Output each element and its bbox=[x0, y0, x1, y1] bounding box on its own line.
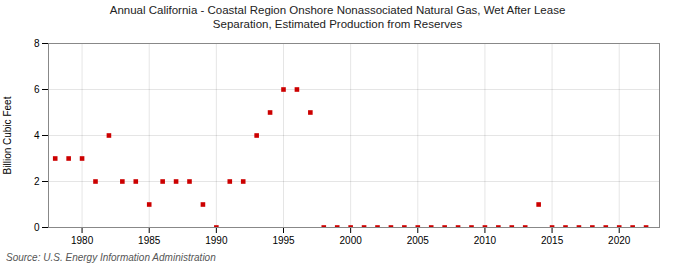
svg-text:0: 0 bbox=[34, 222, 40, 233]
svg-text:1980: 1980 bbox=[71, 235, 94, 246]
svg-text:4: 4 bbox=[34, 130, 40, 141]
svg-text:1990: 1990 bbox=[205, 235, 228, 246]
html-text:Annual California - Coastal Re: Annual California - Coastal Region Onsho… bbox=[109, 4, 566, 30]
svg-text:2015: 2015 bbox=[541, 235, 564, 246]
svg-text:2020: 2020 bbox=[608, 235, 631, 246]
svg-text:2005: 2005 bbox=[407, 235, 430, 246]
svg-text:8: 8 bbox=[34, 38, 40, 49]
svg-text:6: 6 bbox=[34, 84, 40, 95]
html-text:Source: U.S. Energy Informatio: Source: U.S. Energy Information Administ… bbox=[6, 252, 216, 263]
svg-text:2: 2 bbox=[34, 176, 40, 187]
svg-text:1985: 1985 bbox=[138, 235, 161, 246]
svg-text:2010: 2010 bbox=[474, 235, 497, 246]
svg-text:Billion Cubic Feet: Billion Cubic Feet bbox=[2, 96, 13, 174]
svg-text:2000: 2000 bbox=[340, 235, 363, 246]
svg-text:1995: 1995 bbox=[272, 235, 295, 246]
